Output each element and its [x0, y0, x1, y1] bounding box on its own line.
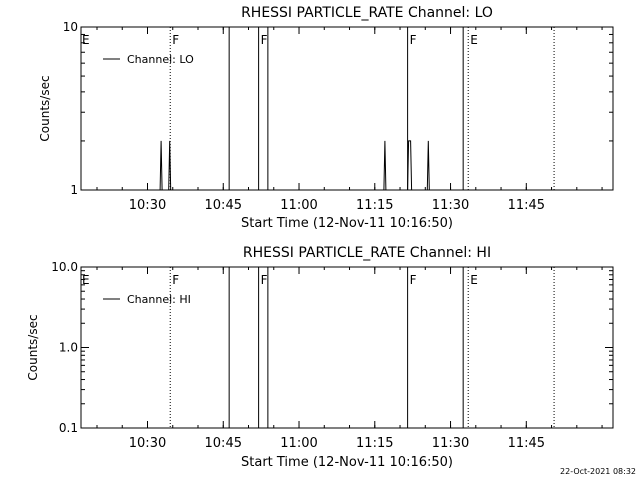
y-tick-label: 1.0 — [59, 341, 78, 355]
event-marker-label: E — [82, 33, 90, 47]
x-tick-label: 11:45 — [508, 436, 545, 451]
y-axis-label: Counts/sec — [26, 314, 40, 380]
x-tick-label: 11:30 — [432, 198, 469, 213]
event-marker-label: F — [261, 273, 268, 287]
y-tick-label: 10.0 — [51, 260, 78, 274]
x-tick-label: 10:30 — [129, 436, 166, 451]
x-tick-label: 11:15 — [356, 436, 393, 451]
event-marker-label: E — [470, 273, 478, 287]
x-tick-label: 11:15 — [356, 198, 393, 213]
x-tick-label: 10:45 — [205, 436, 242, 451]
x-tick-label: 11:30 — [432, 436, 469, 451]
footer-timestamp: 22-Oct-2021 08:32 — [560, 467, 636, 476]
x-tick-label: 10:30 — [129, 198, 166, 213]
series-line — [81, 140, 613, 191]
event-marker-label: E — [470, 33, 478, 47]
chart-title: RHESSI PARTICLE_RATE Channel: HI — [243, 245, 491, 261]
event-marker-label: F — [410, 33, 417, 47]
x-tick-label: 11:45 — [508, 198, 545, 213]
x-axis-label: Start Time (12-Nov-11 10:16:50) — [241, 455, 453, 470]
y-axis-label: Counts/sec — [38, 75, 52, 141]
event-marker-label: E — [82, 273, 90, 287]
event-marker-label: F — [172, 33, 179, 47]
event-marker-label: F — [172, 273, 179, 287]
y-tick-label: 0.1 — [59, 421, 78, 435]
y-tick-label: 10 — [63, 20, 78, 34]
x-tick-label: 11:00 — [280, 436, 317, 451]
legend-entry: Channel: LO — [127, 53, 194, 66]
event-marker-label: F — [261, 33, 268, 47]
chart-title: RHESSI PARTICLE_RATE Channel: LO — [241, 5, 493, 21]
chart-panel-2: RHESSI PARTICLE_RATE Channel: HI Start Ti… — [26, 245, 614, 470]
x-tick-label: 10:45 — [205, 198, 242, 213]
x-tick-label: 11:00 — [280, 198, 317, 213]
chart-panel-1: RHESSI PARTICLE_RATE Channel: LO Start Ti… — [38, 5, 614, 231]
y-tick-label: 1 — [70, 183, 78, 197]
event-marker-label: F — [410, 273, 417, 287]
x-axis-label: Start Time (12-Nov-11 10:16:50) — [241, 216, 453, 231]
chart-panels: RHESSI PARTICLE_RATE Channel: LO Start Ti… — [26, 5, 614, 470]
legend-entry: Channel: HI — [127, 293, 191, 306]
